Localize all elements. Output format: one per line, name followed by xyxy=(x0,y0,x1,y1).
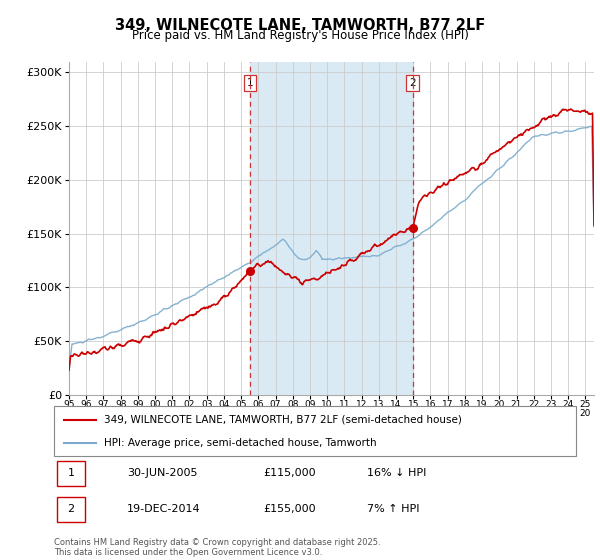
Text: 2: 2 xyxy=(67,505,74,515)
Text: 30-JUN-2005: 30-JUN-2005 xyxy=(127,468,197,478)
Text: £115,000: £115,000 xyxy=(263,468,316,478)
Text: 7% ↑ HPI: 7% ↑ HPI xyxy=(367,505,420,515)
Text: 1: 1 xyxy=(247,78,253,88)
Text: 19-DEC-2014: 19-DEC-2014 xyxy=(127,505,201,515)
Text: 349, WILNECOTE LANE, TAMWORTH, B77 2LF: 349, WILNECOTE LANE, TAMWORTH, B77 2LF xyxy=(115,18,485,33)
Text: 349, WILNECOTE LANE, TAMWORTH, B77 2LF (semi-detached house): 349, WILNECOTE LANE, TAMWORTH, B77 2LF (… xyxy=(104,414,461,424)
FancyBboxPatch shape xyxy=(54,406,576,456)
Text: 1: 1 xyxy=(67,468,74,478)
Text: 2: 2 xyxy=(409,78,416,88)
FancyBboxPatch shape xyxy=(56,497,85,522)
Bar xyxy=(250,62,413,395)
Text: 16% ↓ HPI: 16% ↓ HPI xyxy=(367,468,427,478)
Text: £155,000: £155,000 xyxy=(263,505,316,515)
Text: HPI: Average price, semi-detached house, Tamworth: HPI: Average price, semi-detached house,… xyxy=(104,438,376,448)
Text: Contains HM Land Registry data © Crown copyright and database right 2025.
This d: Contains HM Land Registry data © Crown c… xyxy=(54,538,380,557)
Text: Price paid vs. HM Land Registry's House Price Index (HPI): Price paid vs. HM Land Registry's House … xyxy=(131,29,469,42)
FancyBboxPatch shape xyxy=(56,461,85,486)
